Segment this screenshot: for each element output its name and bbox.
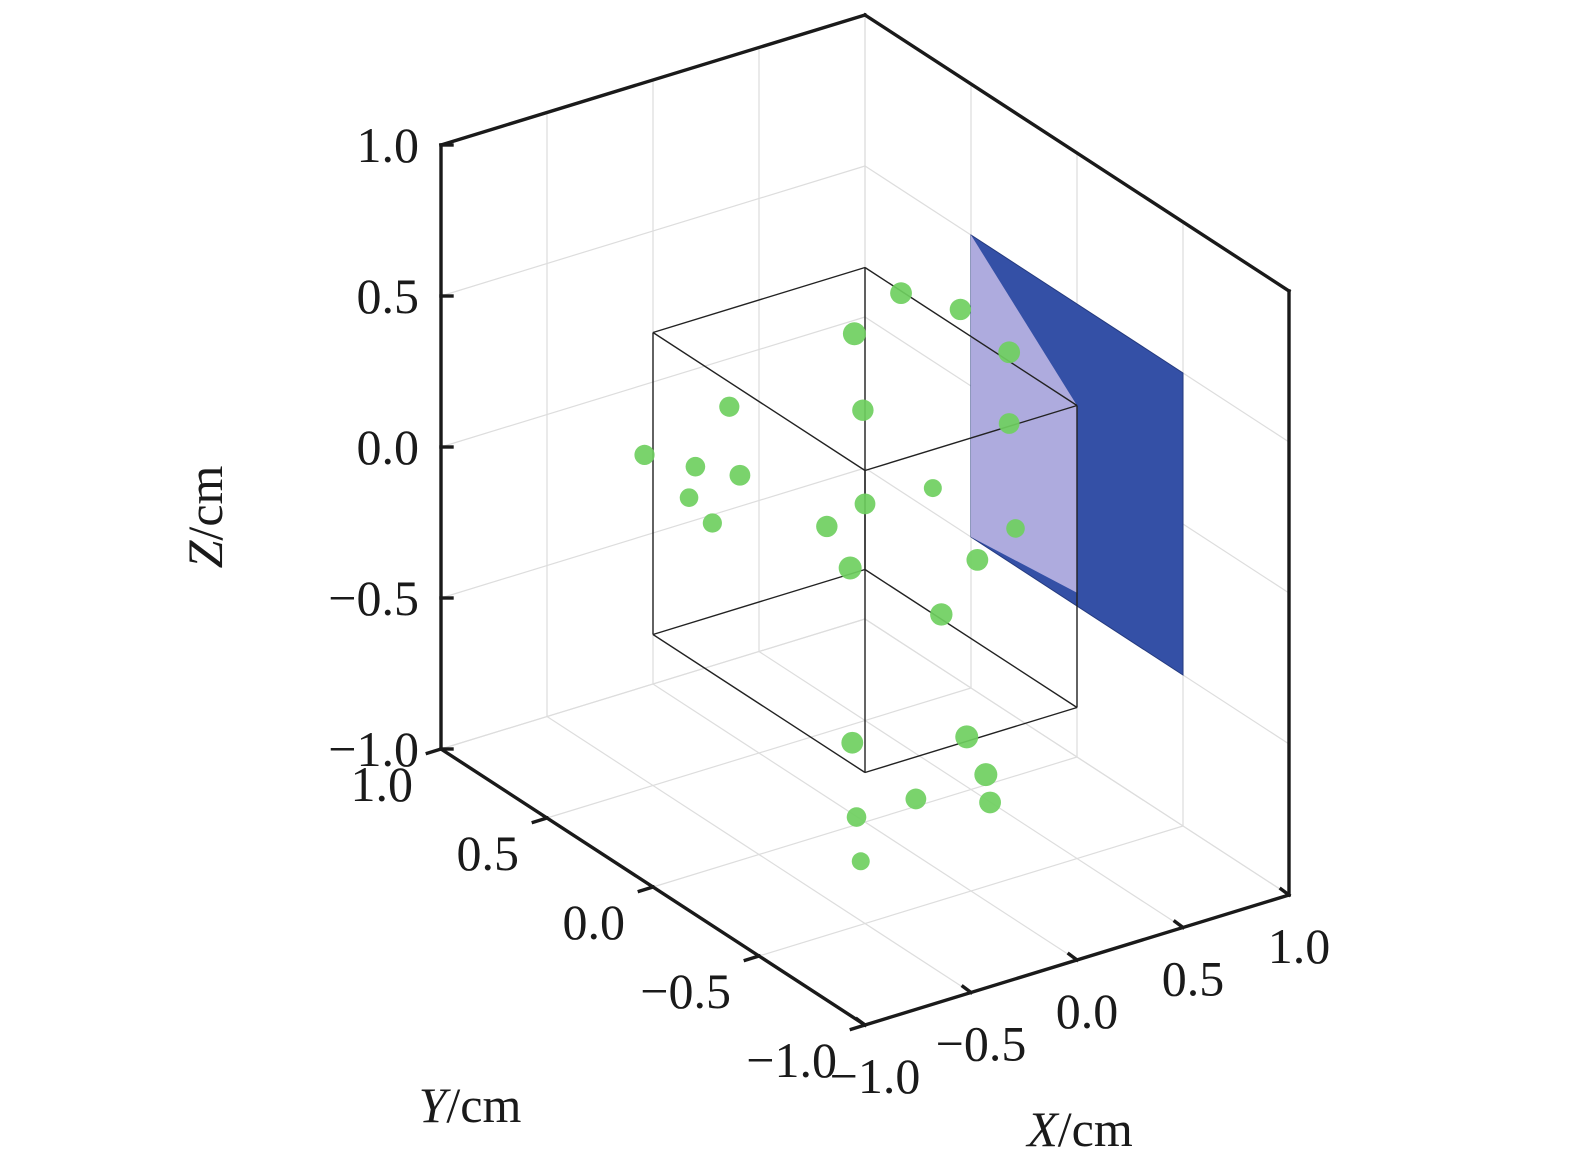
cube-edge [864,404,1078,472]
z-tick-label: −1.0 [328,721,419,777]
cube-edge [652,266,866,334]
data-point [702,513,722,533]
data-point [842,322,866,346]
axis-tick-labels: −1.0−1.0−1.0−0.5−0.5−0.50.00.00.00.50.50… [328,117,1330,1104]
y-tick-label: −0.5 [640,963,731,1019]
data-point [719,396,740,417]
data-point [998,413,1020,434]
x-tick-label: 0.5 [1162,951,1225,1007]
x-axis-title: X/cm [1025,1101,1133,1157]
y-axis-title: Y/cm [419,1077,522,1133]
y-tick-label: 0.5 [457,825,520,881]
data-point [679,488,699,507]
cube-edge [864,568,1078,709]
data-point [838,556,862,580]
data-point [729,464,751,486]
data-point [966,548,989,571]
data-point [852,399,874,421]
grid-line-floor-x [864,618,1290,896]
data-point [930,603,953,626]
cube-edge [652,633,866,774]
y-tick-label: 0.0 [563,894,626,950]
z-tick-label: 0.0 [357,419,420,475]
data-point [905,788,927,810]
y-tick-label: 1.0 [351,756,414,812]
grid-line-floor-y [652,756,1078,888]
data-point [1006,519,1025,538]
z-tick-label: −0.5 [328,570,419,626]
data-point [949,298,972,321]
top-left-axis-line [438,12,868,148]
data-point [923,479,942,498]
grid-line-floor-y [546,687,972,819]
data-point [955,725,979,749]
y-tick-label: −1.0 [746,1032,837,1088]
data-point [851,852,870,871]
x-tick-label: −0.5 [936,1016,1027,1072]
y-tick-mark [531,815,550,825]
y-tick-mark [637,884,656,894]
x-tick-mark [854,1016,868,1028]
plane-overlap-face [971,235,1077,593]
y-tick-mark [743,953,762,963]
x-tick-mark [960,984,974,995]
data-point [816,515,838,538]
data-point [634,444,655,466]
x-tick-label: 0.0 [1056,983,1119,1039]
axes-box [425,12,1292,1032]
data-point [841,731,864,754]
x-tick-label: −1.0 [830,1048,921,1104]
z-tick-label: 1.0 [357,117,420,173]
z-tick-label: 0.5 [357,268,420,324]
cube-edge [652,331,866,472]
x-tick-label: 1.0 [1268,918,1331,974]
y-tick-mark [849,1022,868,1032]
cube-wireframe [652,266,1078,774]
data-point [974,763,998,787]
grid-line-backy-z [440,165,866,297]
data-point [998,341,1021,364]
data-point [685,456,706,477]
x-tick-mark [1172,919,1186,930]
grid-line-floor-x [758,650,1184,929]
data-point [890,282,912,305]
x-tick-mark [1066,951,1080,963]
cube-edge [652,568,866,636]
grid-line-floor-y [440,618,866,750]
data-points [634,282,1025,871]
top-right-axis-line [862,12,1292,294]
data-point [846,807,867,827]
y-tick-mark [425,746,444,756]
x-tick-mark [1278,886,1292,898]
data-point [854,493,876,515]
z-axis-title: Z/cm [177,466,233,569]
data-point [979,791,1001,814]
